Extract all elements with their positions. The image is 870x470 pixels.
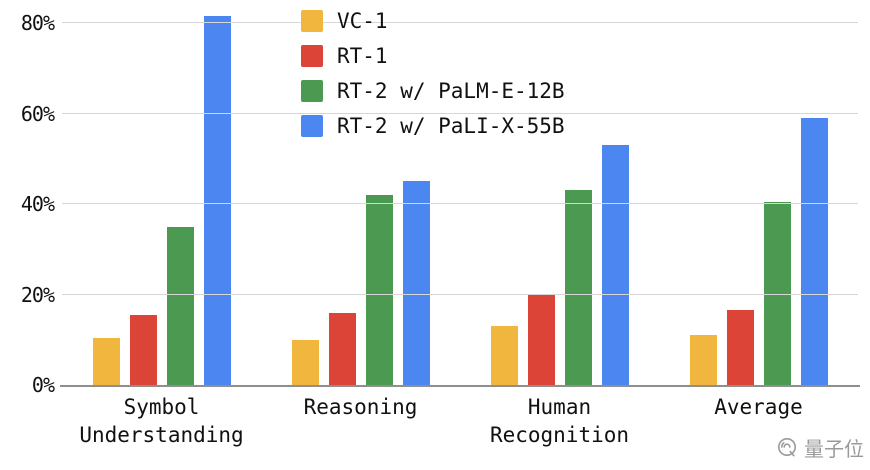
bar-vc-1 [490, 326, 518, 385]
bar-rt-2-w-palm-e-12b [365, 194, 393, 385]
bar-group [659, 14, 858, 385]
bar-rt-2-w-palm-e-12b [166, 226, 194, 385]
legend-swatch [301, 115, 323, 137]
x-axis-labels: Symbol Understanding Reasoning Human Recog… [62, 394, 858, 449]
y-tick-label: 80% [20, 11, 55, 36]
bar-vc-1 [291, 339, 319, 385]
bar-group [261, 14, 460, 385]
gridline [62, 112, 858, 114]
bar-rt-2-w-pali-x-55b [203, 16, 231, 385]
legend-label: RT-2 w/ PaLI-X-55B [337, 114, 565, 138]
bar-rt-1 [328, 312, 356, 385]
bar-rt-1 [129, 314, 157, 385]
bar-rt-2-w-pali-x-55b [402, 181, 430, 385]
category-label: Symbol Understanding [79, 395, 244, 447]
category-label: Human Recognition [489, 395, 630, 447]
legend-label: RT-1 [337, 44, 388, 68]
watermark: 量子位 [775, 433, 864, 462]
category-label: Average [714, 395, 803, 419]
bar-rt-1 [527, 294, 555, 385]
bar-rt-2-w-pali-x-55b [800, 118, 828, 385]
legend-label: RT-2 w/ PaLM-E-12B [337, 79, 565, 103]
x-axis-line [60, 385, 860, 387]
qbitai-logo-icon [778, 437, 796, 456]
bar-group [62, 14, 261, 385]
legend-item: VC-1 [301, 9, 565, 33]
bar-vc-1 [92, 337, 120, 385]
y-axis: 0% 20% 40% 60% 80% [0, 11, 55, 397]
category-label: Reasoning [303, 395, 418, 419]
legend-item: RT-2 w/ PaLI-X-55B [301, 114, 565, 138]
legend-swatch [301, 45, 323, 67]
plot-area [62, 14, 858, 385]
watermark-text: 量子位 [804, 437, 864, 461]
gridline [62, 22, 858, 24]
gridline [62, 203, 858, 205]
bar-vc-1 [689, 335, 717, 385]
bar-rt-2-w-palm-e-12b [763, 201, 791, 385]
y-tick-label: 20% [20, 282, 55, 307]
bar-groups [62, 14, 858, 385]
legend-item: RT-1 [301, 44, 565, 68]
bar-group [460, 14, 659, 385]
y-tick-label: 40% [20, 192, 55, 217]
legend-label: VC-1 [337, 9, 388, 33]
legend-swatch [301, 80, 323, 102]
y-tick-label: 0% [31, 373, 55, 397]
gridline [62, 293, 858, 295]
bar-rt-1 [726, 310, 754, 385]
bar-rt-2-w-pali-x-55b [601, 145, 629, 385]
bar-rt-2-w-palm-e-12b [564, 190, 592, 385]
legend-swatch [301, 10, 323, 32]
legend: VC-1 RT-1 RT-2 w/ PaLM-E-12B RT-2 w/ PaLI-X… [301, 9, 565, 138]
legend-item: RT-2 w/ PaLM-E-12B [301, 79, 565, 103]
y-tick-label: 60% [20, 101, 55, 126]
